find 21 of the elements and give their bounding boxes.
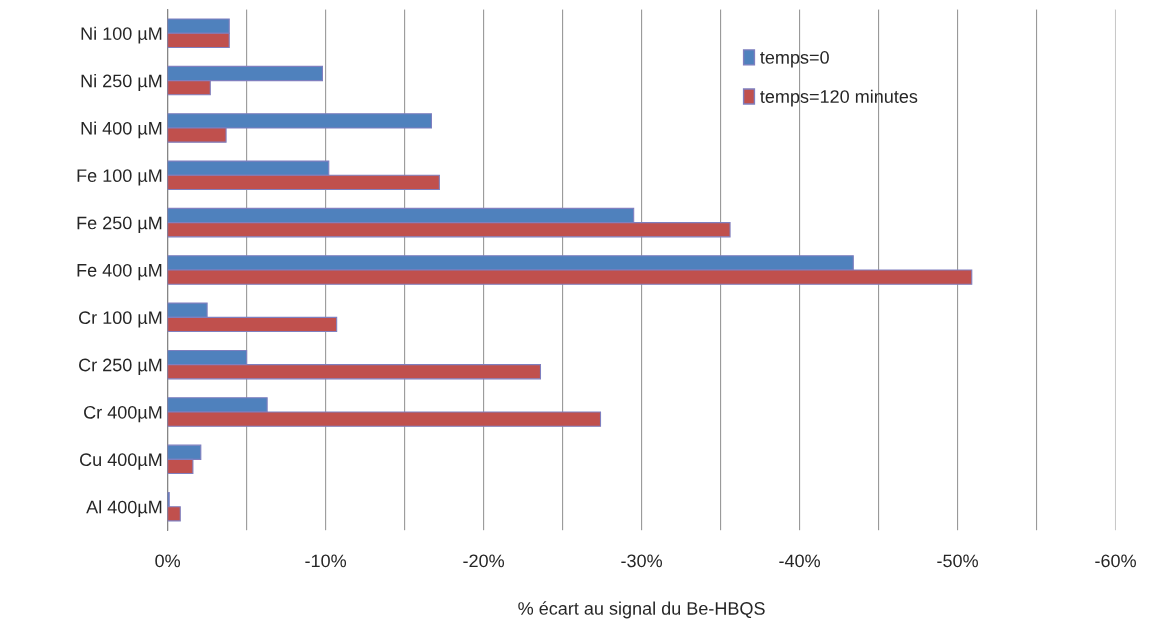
x-tick-label: 0% <box>155 554 181 568</box>
x-tick-label: -30% <box>621 554 663 568</box>
y-tick-label: Ni 400 µM <box>81 121 162 139</box>
y-tick-label: Al 400µM <box>86 500 162 517</box>
y-tick-label: Fe 250 µM <box>77 216 162 233</box>
x-tick-label: -10% <box>305 554 347 568</box>
y-tick-label: Cr 400µM <box>84 405 162 423</box>
y-tick-label: Cr 100 µM <box>79 311 162 328</box>
legend-label: temps=0 <box>760 51 829 68</box>
x-tick-label: -50% <box>937 554 978 568</box>
x-tick-label: -60% <box>1095 554 1136 568</box>
y-tick-label: Cr 250 µM <box>79 358 162 375</box>
legend-label: temps=120 minutes <box>760 89 918 107</box>
y-tick-label: Ni 100 µM <box>81 26 162 44</box>
y-tick-label: Ni 250 µM <box>81 74 162 91</box>
x-tick-label: -20% <box>463 554 505 568</box>
y-tick-label: Fe 100 µM <box>77 169 162 186</box>
y-tick-label: Cu 400µM <box>80 453 162 470</box>
y-tick-label: Fe 400 µM <box>77 263 162 281</box>
x-axis-title: % écart au signal du Be-HBQS <box>518 601 765 619</box>
x-tick-label: -40% <box>779 554 820 568</box>
